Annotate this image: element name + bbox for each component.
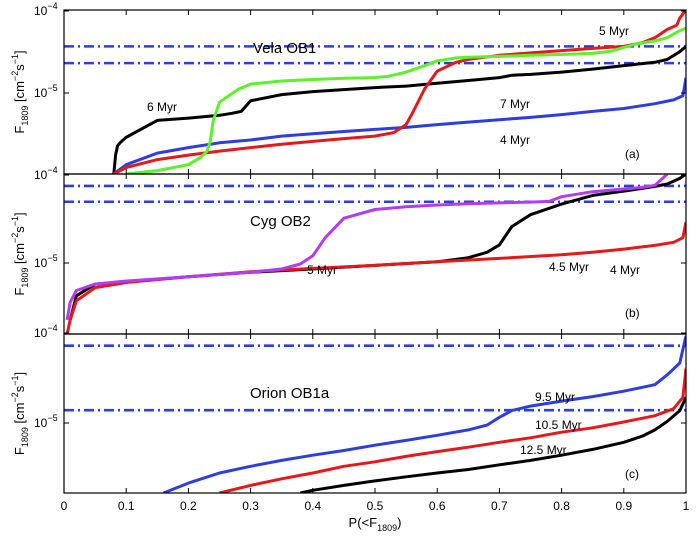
curve-label: 5 Myr <box>599 24 629 38</box>
panel-letter: (b) <box>625 306 640 320</box>
y-tick-label: 10−4 <box>34 165 58 182</box>
curve-label: 4 Myr <box>500 133 530 147</box>
panel-title: Orion OB1a <box>250 385 330 402</box>
y-tick-label: 10−4 <box>34 323 58 340</box>
y-tick-label: 10−4 <box>34 1 58 18</box>
panel-c: 10−5 Orion OB1a (c) 9.5 Myr 10.5 Myr 12.5 Myr… <box>10 333 687 494</box>
x-tick-label: 0.2 <box>180 499 197 513</box>
x-tick-label: 0.1 <box>118 499 135 513</box>
x-tick-label: 0.7 <box>491 499 508 513</box>
series-line-6-myr <box>112 45 686 174</box>
series-line-9-5-myr <box>162 335 686 493</box>
curve-label: 9.5 Myr <box>535 390 575 404</box>
x-axis-label: P(<F1809) <box>349 515 402 533</box>
x-tick-label: 1 <box>683 499 690 513</box>
panel-frame <box>63 9 687 175</box>
x-tick-label: 0.3 <box>242 499 259 513</box>
panel-title: Vela OB1 <box>253 40 316 57</box>
x-tick-label: 0 <box>61 499 68 513</box>
y-tick-label: 10−5 <box>34 253 58 270</box>
y-axis-label: F1809 [cm−2s−1] <box>10 212 30 295</box>
y-tick-label: 10−5 <box>34 83 58 100</box>
curve-label: 6 Myr <box>147 100 177 114</box>
x-tick-label: 0.5 <box>367 499 384 513</box>
curve-label: 5 Myr <box>307 263 337 277</box>
series-line-4-myr <box>65 221 686 334</box>
y-tick-label: 10−5 <box>34 413 58 430</box>
curve-label: 4 Myr <box>610 263 640 277</box>
x-tick-label: 0.6 <box>429 499 446 513</box>
series-line-4-5-myr <box>68 174 686 321</box>
panel-b: 10−5 10−4 Cyg OB2 (b) 5 Myr 4.5 Myr 4 Myr F1809… <box>10 173 687 340</box>
panel-frame <box>63 173 687 335</box>
series-line-10-5-myr <box>219 368 686 493</box>
series-line-green <box>126 26 686 174</box>
panel-letter: (a) <box>625 147 640 161</box>
series-line-4-myr <box>112 77 686 174</box>
panel-letter: (c) <box>625 467 639 481</box>
curve-label: 7 Myr <box>500 97 530 111</box>
series-line-5-myr <box>113 10 686 174</box>
panel-a: 10−4 10−5 10−4 Vela OB1 (a) 5 Myr 6 Myr 7 Myr 4 … <box>10 1 687 182</box>
panel-frame <box>63 333 687 494</box>
x-tick-label: 0.4 <box>304 499 321 513</box>
curve-label: 4.5 Myr <box>549 260 589 274</box>
curve-label: 12.5 Myr <box>520 443 567 457</box>
panel-title: Cyg OB2 <box>250 213 311 230</box>
curve-label: 10.5 Myr <box>535 418 582 432</box>
series-line-5-myr <box>65 174 669 321</box>
series-line-12-5-myr <box>300 396 686 493</box>
y-axis-label: F1809 [cm−2s−1] <box>10 372 30 455</box>
x-tick-label: 0.8 <box>553 499 570 513</box>
y-axis-label: F1809 [cm−2s−1] <box>10 50 30 133</box>
x-tick-label: 0.9 <box>615 499 632 513</box>
